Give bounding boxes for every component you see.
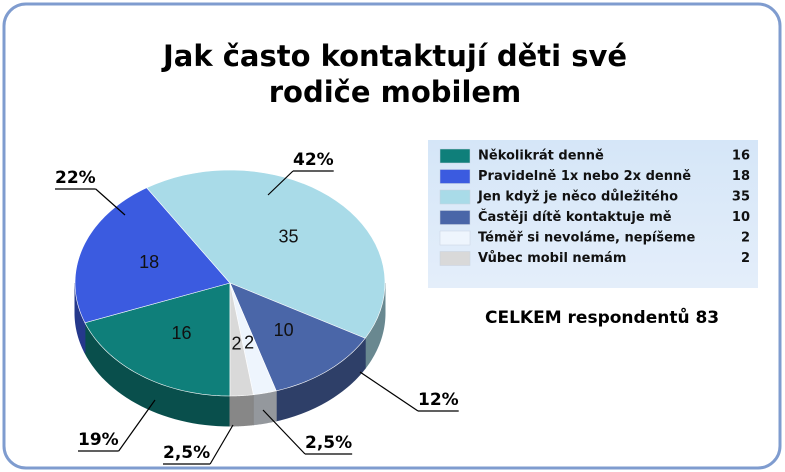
leader-line — [267, 170, 294, 196]
legend-swatch — [439, 251, 471, 266]
total-label: CELKEM respondentů 83 — [485, 306, 719, 328]
value-label: 2 — [231, 334, 241, 354]
slice — [146, 169, 386, 339]
slice — [229, 282, 254, 397]
slice — [229, 282, 366, 392]
slice — [229, 282, 277, 396]
leader-line — [118, 399, 156, 452]
slice — [84, 282, 231, 397]
legend-swatch — [439, 189, 471, 205]
legend-value: 18 — [732, 169, 750, 184]
value-label: 18 — [139, 252, 159, 272]
percent-label: 2,5% — [305, 433, 352, 453]
legend-swatch — [439, 169, 471, 184]
percent-label: 2,5% — [163, 443, 210, 463]
percent-label: 22% — [55, 168, 96, 188]
legend-value: 35 — [732, 190, 750, 205]
slice — [74, 187, 231, 324]
legend-label: Pravidelně 1x nebo 2x denně — [478, 169, 691, 184]
legend-value: 10 — [732, 210, 750, 225]
percent-label: 12% — [418, 390, 459, 410]
leader-line — [262, 409, 306, 455]
legend-label: Vůbec mobil nemám — [478, 251, 626, 266]
legend-swatch — [439, 210, 471, 225]
slice-side — [229, 394, 254, 427]
legend-label: Jen když je něco důležitého — [477, 190, 678, 205]
legend-value: 2 — [741, 251, 750, 266]
legend-box — [428, 140, 758, 288]
legend-label: Téměř si nevoláme, nepíšeme — [478, 231, 695, 246]
legend-value: 2 — [741, 231, 750, 246]
value-label: 10 — [274, 320, 294, 340]
leader-line — [95, 188, 126, 216]
leader-line — [359, 371, 419, 412]
leader-line — [209, 424, 234, 465]
percent-label: 42% — [293, 150, 334, 170]
chart-title: Jak často kontaktují děti své rodiče mob… — [162, 39, 628, 109]
value-label: 16 — [171, 323, 191, 343]
value-label: 2 — [244, 332, 254, 352]
legend-swatch — [439, 230, 471, 246]
legend-swatch — [439, 148, 471, 164]
legend-value: 16 — [732, 149, 750, 164]
percent-label: 19% — [78, 430, 119, 450]
legend-label: Častěji dítě kontaktuje mě — [478, 209, 672, 225]
value-label: 35 — [279, 227, 299, 247]
legend-label: Několikrát denně — [478, 149, 604, 164]
